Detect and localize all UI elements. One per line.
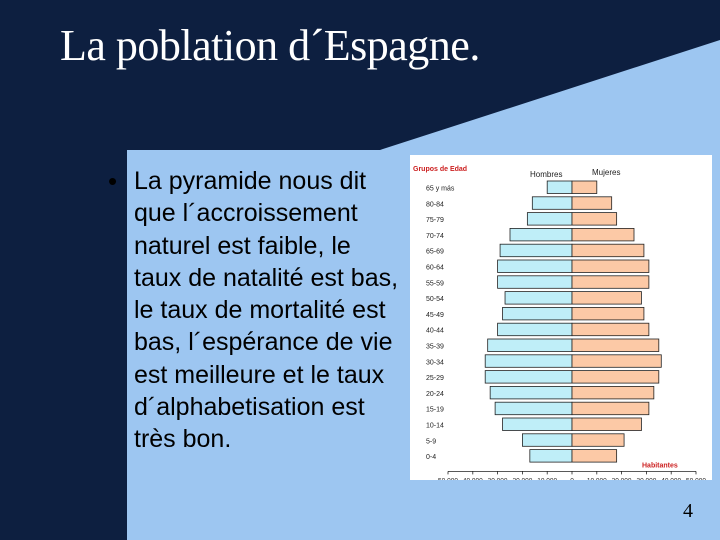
x-tick-label: 50.000	[438, 477, 458, 480]
bar-hombres-10	[487, 338, 573, 352]
bar-mujeres-4	[571, 243, 645, 258]
bar-mujeres-16	[571, 433, 625, 447]
x-tick-label: 40.000	[463, 477, 483, 480]
bar-hombres-1	[531, 196, 573, 210]
age-group-label: 60-64	[426, 265, 444, 272]
bar-hombres-5	[497, 259, 573, 273]
group-header-label: Grupos de Edad	[413, 166, 467, 173]
bullet-text: La pyramide nous dit que l´accroissement…	[134, 167, 399, 454]
slide-title: La poblation d´Espagne.	[60, 21, 480, 70]
age-group-label: 50-54	[426, 296, 444, 303]
bar-mujeres-3	[571, 228, 635, 242]
bar-mujeres-6	[571, 275, 650, 289]
bar-mujeres-5	[571, 259, 650, 273]
bullet-marker: •	[108, 166, 118, 196]
bar-hombres-14	[494, 401, 573, 416]
bar-hombres-12	[484, 370, 573, 384]
bar-mujeres-1	[571, 196, 613, 210]
bar-mujeres-2	[571, 212, 618, 226]
bar-mujeres-10	[571, 338, 660, 352]
bar-hombres-17	[529, 449, 573, 463]
age-group-label: 15-19	[426, 407, 444, 414]
bar-mujeres-14	[571, 401, 650, 416]
x-tick-label: 20.000	[612, 477, 632, 480]
age-group-label: 75-79	[426, 217, 444, 224]
x-tick-label: 30.000	[636, 477, 656, 480]
x-tick-label: 40.000	[661, 477, 681, 480]
age-group-label: 20-24	[426, 391, 444, 398]
bar-hombres-0	[546, 180, 573, 194]
unit-label: Habitantes	[642, 462, 678, 469]
bar-mujeres-11	[571, 354, 662, 368]
age-group-label: 40-44	[426, 328, 444, 335]
age-group-label: 45-49	[426, 312, 444, 319]
bar-hombres-11	[484, 354, 573, 368]
age-group-label: 25-29	[426, 375, 444, 382]
age-group-label: 65 y más	[426, 186, 455, 193]
x-tick-label: 50.000	[686, 477, 706, 480]
x-tick-label: 0	[570, 477, 574, 480]
age-group-label: 55-59	[426, 280, 444, 287]
bar-hombres-2	[526, 212, 573, 226]
bar-hombres-16	[522, 433, 573, 447]
age-group-label: 70-74	[426, 233, 444, 240]
x-tick-label: 20.000	[512, 477, 532, 480]
bar-mujeres-13	[571, 385, 655, 400]
bar-hombres-3	[509, 228, 573, 242]
bar-mujeres-8	[571, 306, 645, 321]
legend-hombres: Hombres	[530, 170, 562, 179]
bar-hombres-8	[502, 306, 573, 321]
content-panel	[127, 150, 410, 540]
page-number: 4	[683, 500, 693, 522]
bar-mujeres-9	[571, 322, 650, 337]
bar-mujeres-17	[571, 449, 618, 463]
bar-hombres-6	[497, 275, 573, 289]
age-group-label: 0-4	[426, 454, 436, 461]
legend-mujeres: Mujeres	[592, 168, 620, 177]
age-group-label: 5-9	[426, 438, 436, 445]
bar-hombres-15	[502, 417, 573, 431]
x-tick-label: 30.000	[488, 477, 508, 480]
bar-mujeres-7	[571, 291, 642, 305]
x-tick-label: 10.000	[537, 477, 557, 480]
bar-hombres-4	[499, 243, 573, 258]
x-tick-label: 10.000	[587, 477, 607, 480]
age-group-label: 65-69	[426, 249, 444, 256]
age-group-label: 35-39	[426, 344, 444, 351]
age-group-label: 30-34	[426, 359, 444, 366]
bar-hombres-7	[504, 291, 573, 305]
age-group-label: 10-14	[426, 423, 444, 430]
population-pyramid-chart: 65 y más 80-84 75-79 70-74 65-69 60-64 55-59 50…	[410, 155, 712, 480]
age-group-label: 80-84	[426, 201, 444, 208]
bar-mujeres-12	[571, 370, 660, 384]
bar-hombres-13	[489, 385, 573, 400]
bar-mujeres-0	[571, 180, 598, 194]
bar-hombres-9	[497, 322, 573, 337]
bar-mujeres-15	[571, 417, 642, 431]
